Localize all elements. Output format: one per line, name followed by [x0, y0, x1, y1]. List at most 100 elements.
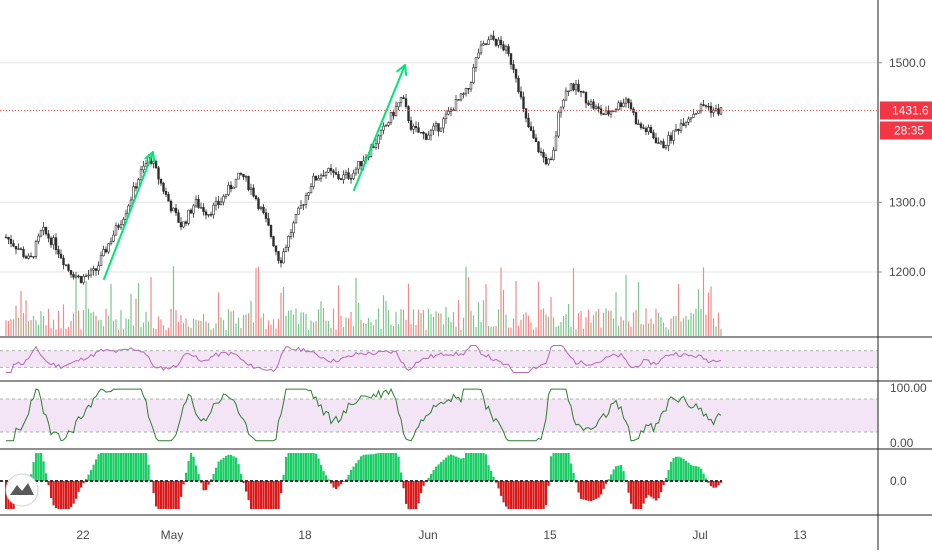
- volume-bar: [707, 292, 710, 336]
- volume-bar: [100, 319, 102, 336]
- osc3-histogram-bar: [717, 481, 720, 486]
- volume-bar: [207, 322, 210, 336]
- volume-bar: [152, 328, 155, 336]
- volume-bar: [285, 315, 287, 336]
- candle-body: [214, 200, 218, 206]
- last-price-badge: [880, 101, 932, 120]
- osc3-histogram-bar: [697, 466, 700, 481]
- volume-bar: [385, 300, 387, 336]
- volume-bar: [502, 289, 505, 336]
- osc3-histogram-bar: [417, 481, 420, 504]
- candle-body: [517, 77, 520, 92]
- volume-bar: [357, 303, 360, 336]
- osc3-histogram-bar: [137, 453, 140, 481]
- candle-body: [437, 123, 440, 132]
- volume-bar: [675, 315, 677, 336]
- osc3-histogram-bar: [300, 453, 303, 481]
- osc3-histogram-bar: [325, 475, 328, 481]
- candle-body: [52, 237, 55, 245]
- candle-body: [572, 83, 575, 91]
- volume-bar: [500, 267, 502, 336]
- volume-bar: [102, 326, 105, 336]
- osc3-histogram-bar: [497, 481, 500, 489]
- volume-bar: [12, 319, 15, 336]
- price-axis[interactable]: 1200.0 1300.0 1500.0 1431.6 28:35 100.00 0.00 0…: [878, 56, 932, 488]
- volume-bar: [397, 324, 400, 336]
- candle-body: [264, 212, 268, 219]
- volume-bar: [322, 307, 325, 336]
- candle-body: [537, 141, 540, 153]
- osc3-histogram-bar: [340, 481, 343, 485]
- volume-bar: [267, 320, 270, 336]
- candle-body: [352, 172, 355, 179]
- candle-body: [694, 112, 698, 115]
- volume-bar: [40, 311, 42, 336]
- volume-bar: [655, 308, 657, 336]
- osc3-histogram-bar: [682, 458, 685, 481]
- candle-body: [37, 235, 40, 242]
- candle-body: [252, 187, 255, 197]
- osc3-histogram-bar: [102, 453, 105, 481]
- volume-bar: [435, 311, 437, 336]
- candle-body: [704, 105, 708, 107]
- candle-body: [712, 110, 715, 113]
- volume-bar: [137, 283, 140, 336]
- volume-bar: [622, 320, 625, 336]
- osc3-histogram-bar: [392, 453, 395, 481]
- candle-body: [717, 108, 720, 115]
- candle-body: [644, 128, 648, 133]
- osc3-histogram-bar: [600, 481, 603, 495]
- candle-body: [24, 256, 28, 259]
- osc3-histogram-bar: [542, 481, 545, 509]
- osc3-histogram-bar: [592, 481, 595, 501]
- volume-bar: [667, 329, 670, 336]
- volume-bar: [105, 308, 107, 336]
- osc1-line: [6, 345, 722, 373]
- volume-bar: [552, 317, 555, 336]
- osc3-histogram-bar: [285, 456, 288, 481]
- volume-bar: [430, 314, 432, 336]
- osc3-histogram-bar: [672, 457, 675, 481]
- volume-bar: [472, 315, 475, 336]
- tradingview-logo-icon[interactable]: [5, 473, 39, 507]
- osc3-histogram-bar: [610, 474, 613, 481]
- date-axis[interactable]: 22 May 18 Jun 15 Jul 13: [76, 528, 807, 542]
- volume-bar: [50, 328, 52, 336]
- candle-body: [164, 191, 168, 195]
- volume-bar: [495, 325, 497, 336]
- osc3-histogram-bar: [612, 469, 615, 481]
- volume-bar: [520, 319, 522, 336]
- oscillator-3-pane: [0, 453, 723, 509]
- volume-bar: [362, 323, 365, 336]
- volume-bar: [462, 317, 465, 336]
- osc3-histogram-bar: [105, 453, 108, 481]
- volume-bar: [252, 322, 255, 336]
- osc3-histogram-bar: [570, 463, 573, 481]
- volume-bar: [437, 313, 440, 336]
- osc3-histogram-bar: [380, 453, 383, 481]
- volume-bar: [202, 313, 205, 336]
- osc3-histogram-bar: [207, 481, 210, 485]
- volume-bar: [305, 313, 307, 336]
- candle-body: [302, 204, 305, 206]
- volume-bar: [615, 292, 617, 336]
- price-tick-label: 1300.0: [889, 195, 926, 209]
- candle-body: [154, 161, 158, 169]
- candle-body: [222, 195, 225, 203]
- volume-bar: [555, 326, 557, 336]
- volume-bar: [92, 311, 95, 336]
- candle-body: [557, 111, 560, 137]
- osc3-histogram-bar: [560, 453, 563, 481]
- arrow-shaft: [103, 151, 154, 280]
- volume-bar: [7, 320, 10, 336]
- volume-bar: [542, 308, 545, 336]
- osc3-histogram-bar: [402, 481, 405, 489]
- candle-body: [594, 106, 598, 109]
- osc3-histogram-bar: [572, 473, 575, 481]
- osc3-histogram-bar: [652, 481, 655, 499]
- osc3-histogram-bar: [665, 477, 668, 481]
- osc3-histogram-bar: [677, 456, 680, 481]
- volume-bar: [242, 314, 245, 336]
